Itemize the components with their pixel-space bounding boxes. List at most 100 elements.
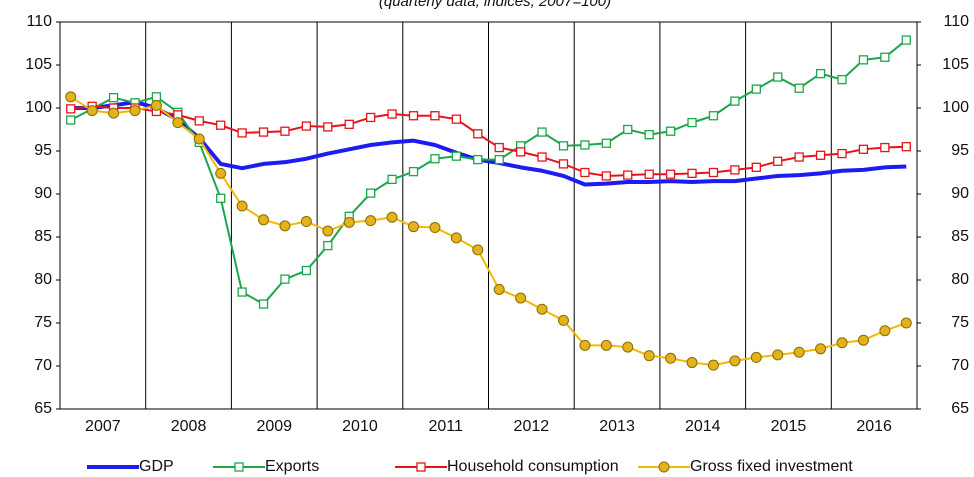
y-tick-label: 110 xyxy=(26,13,52,30)
legend-label: Household consumption xyxy=(447,458,619,475)
series-line xyxy=(70,39,907,306)
x-tick-label: 2008 xyxy=(171,418,207,435)
point xyxy=(580,167,590,178)
point xyxy=(580,140,590,150)
y2-tick-label: 105 xyxy=(942,56,969,73)
point xyxy=(280,274,290,284)
point xyxy=(687,117,697,128)
point xyxy=(366,188,376,198)
point xyxy=(494,142,504,153)
series-line xyxy=(70,105,907,177)
point xyxy=(687,168,697,179)
point xyxy=(473,154,483,165)
point xyxy=(237,128,247,138)
point xyxy=(150,99,162,111)
point xyxy=(472,244,484,256)
point xyxy=(665,126,676,136)
point xyxy=(622,341,634,353)
point xyxy=(108,107,120,119)
point xyxy=(343,216,355,228)
point xyxy=(430,111,440,121)
x-tick-label: 2010 xyxy=(342,418,378,435)
point xyxy=(193,133,205,145)
y2-tick-label: 110 xyxy=(943,13,969,30)
point xyxy=(900,317,912,329)
x-tick-label: 2014 xyxy=(685,418,721,435)
point xyxy=(429,222,441,234)
point xyxy=(772,349,784,361)
chart-subtitle: (quarterly data, indices, 2007=100) xyxy=(379,0,611,10)
legend-label: Exports xyxy=(265,458,319,475)
y-tick-label: 105 xyxy=(25,56,52,73)
y2-tick-label: 65 xyxy=(951,400,969,417)
point xyxy=(730,96,740,106)
point xyxy=(300,216,312,228)
point xyxy=(236,200,248,212)
point xyxy=(258,214,270,226)
x-tick-label: 2016 xyxy=(856,418,892,435)
y-tick-label: 85 xyxy=(34,228,52,245)
point xyxy=(708,111,719,121)
point xyxy=(837,74,847,85)
point xyxy=(365,215,377,227)
x-tick-label: 2007 xyxy=(85,418,121,435)
point xyxy=(837,148,847,159)
point xyxy=(815,150,826,160)
point xyxy=(857,334,869,346)
point xyxy=(151,92,162,102)
point xyxy=(751,162,761,172)
point xyxy=(386,211,398,223)
y2-tick-label: 90 xyxy=(951,185,969,202)
y2-tick-label: 75 xyxy=(951,314,969,331)
point xyxy=(66,104,76,114)
point xyxy=(879,325,891,337)
point xyxy=(880,52,890,62)
point xyxy=(129,105,141,117)
x-tick-label: 2013 xyxy=(599,418,635,435)
point xyxy=(430,154,440,164)
point xyxy=(623,124,633,135)
point xyxy=(658,461,670,473)
y-tick-label: 75 xyxy=(34,314,52,331)
series-line xyxy=(70,99,907,187)
y2-tick-label: 85 xyxy=(951,228,969,245)
point xyxy=(387,109,397,119)
point xyxy=(65,91,77,103)
point xyxy=(901,35,911,45)
point xyxy=(558,141,569,151)
point xyxy=(451,114,462,124)
point xyxy=(665,352,677,364)
point xyxy=(601,171,611,181)
point xyxy=(880,142,890,153)
point xyxy=(793,346,805,358)
point xyxy=(600,339,612,351)
point xyxy=(537,127,547,137)
point xyxy=(708,167,719,178)
y-tick-label: 70 xyxy=(34,357,52,374)
point xyxy=(773,72,783,82)
y2-tick-label: 95 xyxy=(951,142,969,159)
point xyxy=(515,292,527,304)
point xyxy=(794,152,804,162)
point xyxy=(258,127,269,137)
point xyxy=(601,138,611,148)
point xyxy=(216,193,226,203)
point xyxy=(473,129,483,139)
point xyxy=(730,165,740,175)
point xyxy=(216,120,226,130)
point xyxy=(494,154,504,165)
point xyxy=(750,351,762,363)
point xyxy=(707,359,719,371)
legend-label: Gross fixed investment xyxy=(690,458,853,475)
y-tick-label: 95 xyxy=(34,142,52,159)
point xyxy=(858,144,869,154)
point xyxy=(836,337,848,349)
y2-tick-label: 80 xyxy=(951,271,969,288)
point xyxy=(644,169,654,179)
x-tick-label: 2012 xyxy=(514,418,550,435)
point xyxy=(536,303,548,315)
point xyxy=(643,350,655,362)
point xyxy=(234,462,244,472)
point xyxy=(108,93,119,103)
point xyxy=(280,126,290,136)
